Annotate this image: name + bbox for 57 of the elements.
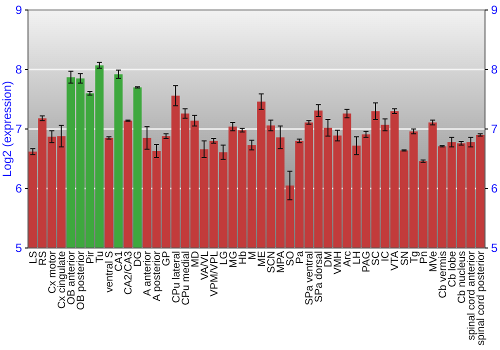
x-tick-label: Arc: [342, 251, 354, 267]
y-tick-label: 9: [15, 2, 22, 17]
y2-tick-label: 6: [491, 181, 498, 196]
x-tick-label: Cb vermis: [436, 251, 449, 298]
x-tick-label: GP: [160, 251, 173, 266]
x-tick-label: LG: [218, 251, 230, 266]
x-tick-label: DM: [322, 251, 335, 268]
x-tick-label: Pir: [84, 250, 97, 264]
x-tick-label: SPa dorsal: [313, 251, 326, 302]
x-tick-label: Pa: [294, 250, 306, 264]
x-tick-label: SCN: [265, 251, 278, 274]
x-tick-label: ME: [256, 251, 268, 267]
x-tick-label: A posterior: [151, 250, 164, 302]
x-tick-label: CPu medial: [180, 251, 192, 306]
x-tick-label: Cx motor: [46, 250, 58, 294]
x-tick-label: LS: [27, 251, 40, 264]
y-tick-label: 6: [15, 181, 22, 196]
y-tick-label: 5: [15, 240, 22, 255]
x-tick-label: spinal cord anterior: [465, 250, 478, 340]
x-tick-label: LH: [351, 251, 364, 264]
y2-tick-label: 8: [491, 62, 498, 76]
x-tick-label: MVe: [427, 250, 440, 272]
x-tick-label: Hb: [236, 250, 249, 264]
x-tick-label: VMH: [332, 251, 344, 274]
x-tick-label: M: [246, 251, 258, 260]
y-tick-label: 8: [15, 62, 22, 76]
x-tick-label: SN: [398, 251, 411, 266]
x-tick-label: MD: [189, 250, 202, 268]
x-tick-label: SO: [284, 251, 296, 266]
x-tick-label: MPA: [274, 251, 287, 273]
x-tick-label: CA1: [113, 250, 126, 272]
x-tick-label: Cb nucleus: [456, 251, 468, 304]
x-tick-label: OB anterior: [66, 250, 78, 305]
x-tick-label: DG: [132, 251, 144, 267]
x-tick-label: A anterior: [142, 250, 154, 296]
y-tick-label: 7: [15, 122, 22, 136]
x-tick-label: PAG: [360, 251, 373, 272]
y2-tick-label: 5: [491, 240, 498, 255]
x-tick-label: VA/VL: [198, 250, 211, 280]
x-tick-label: MG: [227, 251, 240, 268]
x-tick-label: Tg: [408, 250, 420, 264]
x-tick-label: ventral S: [104, 251, 116, 292]
x-tick-label: Cx cingulate: [56, 250, 68, 309]
x-tick-label: spinal cord posterior: [474, 250, 487, 346]
x-tick-label: Tu: [94, 250, 106, 263]
x-tick-label: IC: [380, 250, 392, 262]
x-tick-label: RS: [36, 251, 49, 266]
x-tick-label: Cb lobe: [446, 250, 458, 288]
y2-tick-label: 7: [491, 122, 498, 136]
x-tick-label: VTA: [389, 251, 402, 271]
y2-tick-label: 9: [491, 2, 498, 17]
x-tick-label: SC: [370, 250, 382, 266]
x-tick-label: CPu lateral: [170, 251, 182, 303]
x-tick-label: VPM/VPL: [208, 250, 220, 297]
x-tick-label: OB posterior: [75, 250, 88, 310]
x-tick-label: CA2/CA3: [122, 250, 135, 295]
y-axis-title: Log2 (expression): [0, 80, 14, 178]
